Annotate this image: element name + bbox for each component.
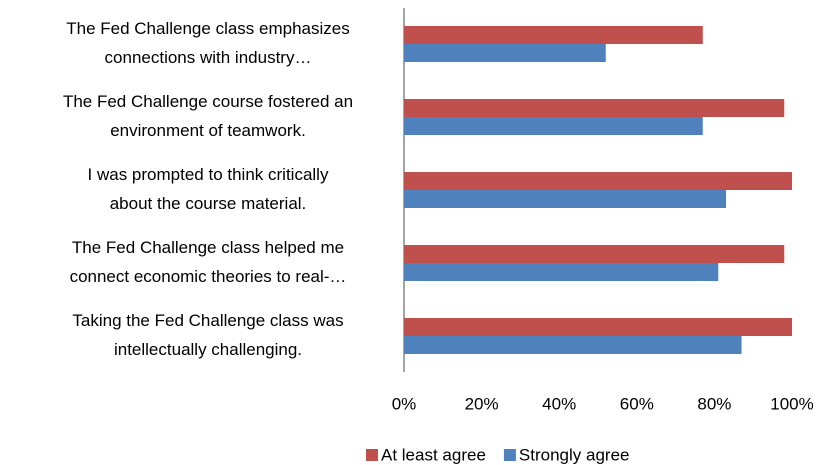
legend-label: Strongly agree: [519, 445, 630, 464]
y-tick-label: connections with industry…: [105, 48, 312, 67]
bar: [404, 263, 719, 281]
bar: [404, 245, 785, 263]
bar: [404, 117, 703, 135]
y-tick-label: I was prompted to think critically: [88, 165, 329, 184]
bar: [404, 190, 727, 208]
y-tick-label: connect economic theories to real-…: [70, 267, 347, 286]
y-tick-label: The Fed Challenge class helped me: [72, 238, 344, 257]
bar: [404, 318, 792, 336]
x-tick-label: 60%: [620, 394, 654, 413]
x-tick-label: 20%: [465, 394, 499, 413]
y-tick-label: about the course material.: [110, 194, 307, 213]
x-tick-label: 0%: [392, 394, 417, 413]
bar: [404, 99, 785, 117]
legend-swatch: [503, 449, 516, 461]
bar: [404, 172, 792, 190]
x-tick-label: 100%: [770, 394, 813, 413]
x-tick-label: 40%: [542, 394, 576, 413]
y-tick-label: The Fed Challenge course fostered an: [63, 92, 353, 111]
legend-label: At least agree: [381, 445, 486, 464]
y-tick-label: intellectually challenging.: [114, 340, 302, 359]
y-tick-label: The Fed Challenge class emphasizes: [66, 19, 349, 38]
bar: [404, 26, 703, 44]
y-tick-label: environment of teamwork.: [110, 121, 306, 140]
legend-swatch: [366, 449, 378, 461]
x-tick-label: 80%: [697, 394, 731, 413]
y-tick-label: Taking the Fed Challenge class was: [72, 311, 343, 330]
bar: [404, 336, 742, 354]
bar: [404, 44, 606, 62]
